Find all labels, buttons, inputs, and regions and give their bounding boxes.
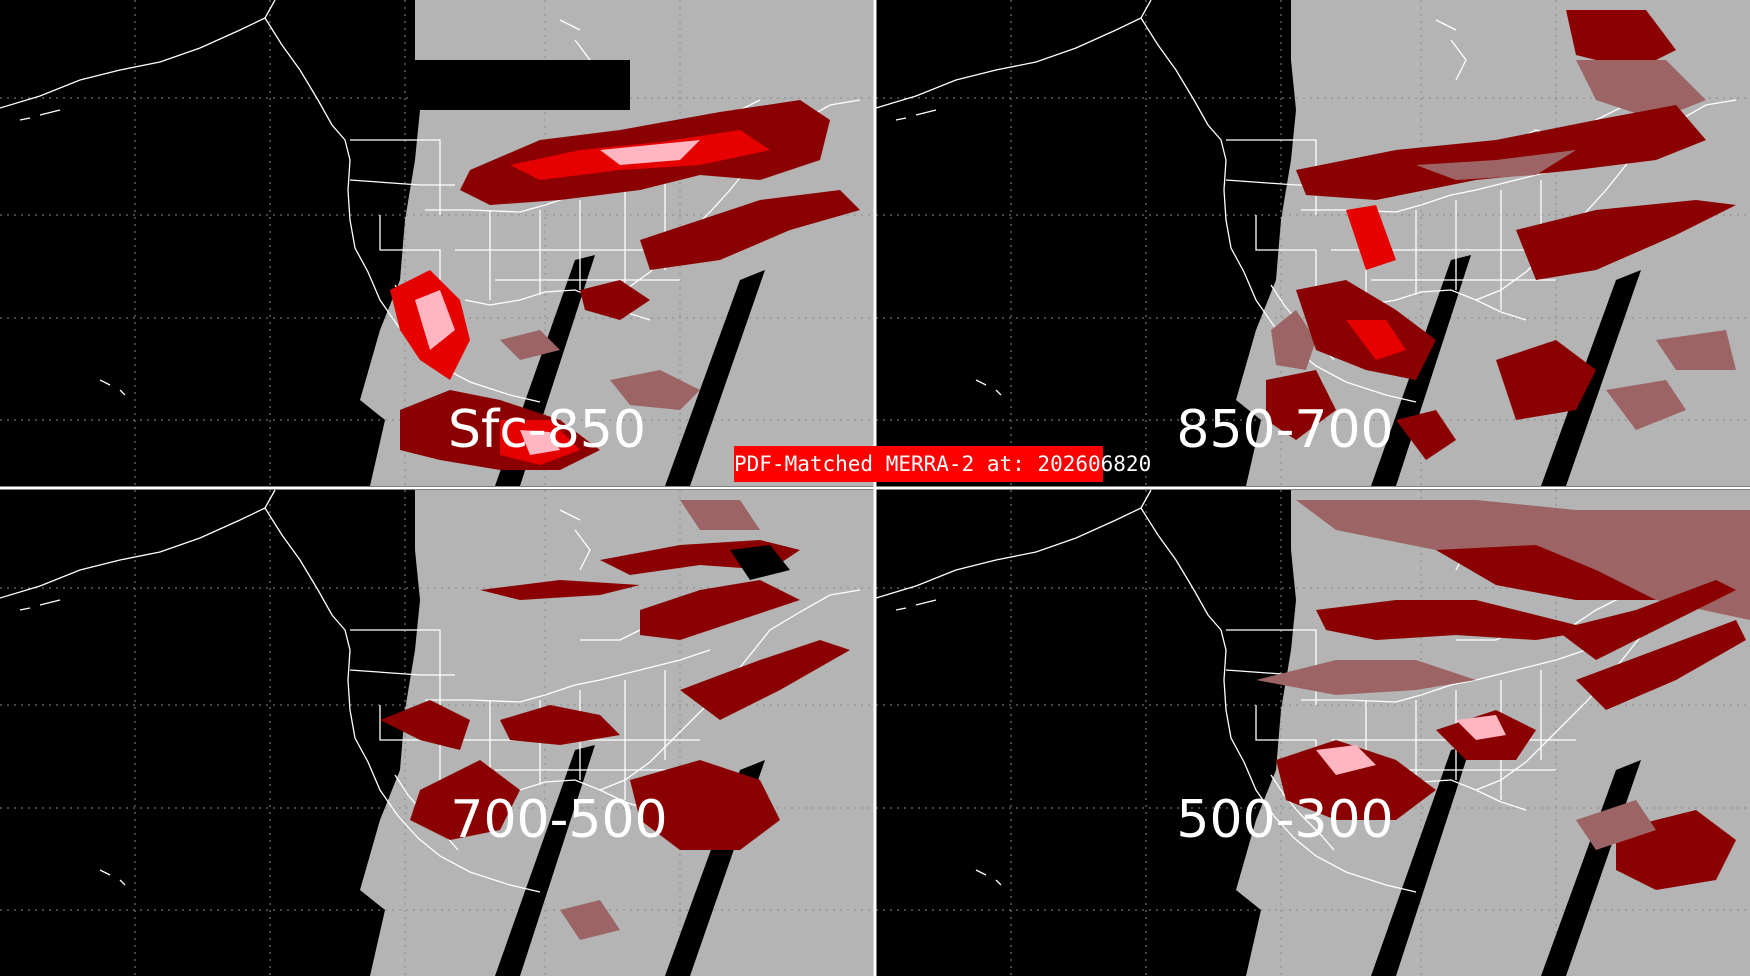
panel-label: 700-500 xyxy=(450,790,667,850)
panel-label: 850-700 xyxy=(1176,400,1393,460)
moisture-field xyxy=(1266,10,1736,460)
title-banner xyxy=(734,446,1103,482)
map-panel-500-300: 500-300 xyxy=(875,489,1750,976)
map-panel-sfc-850: Sfc-850 xyxy=(0,0,875,487)
panel-label: Sfc-850 xyxy=(448,400,646,460)
map-panel-850-700: 850-700 xyxy=(875,0,1750,487)
moisture-field xyxy=(1256,500,1750,890)
map-panel-700-500: 700-500 xyxy=(0,489,875,976)
title-banner-text: PDF-Matched MERRA-2 at: 202606820 xyxy=(734,452,1152,476)
moisture-field xyxy=(390,100,860,470)
panel-label: 500-300 xyxy=(1176,790,1393,850)
moisture-field xyxy=(380,500,850,940)
